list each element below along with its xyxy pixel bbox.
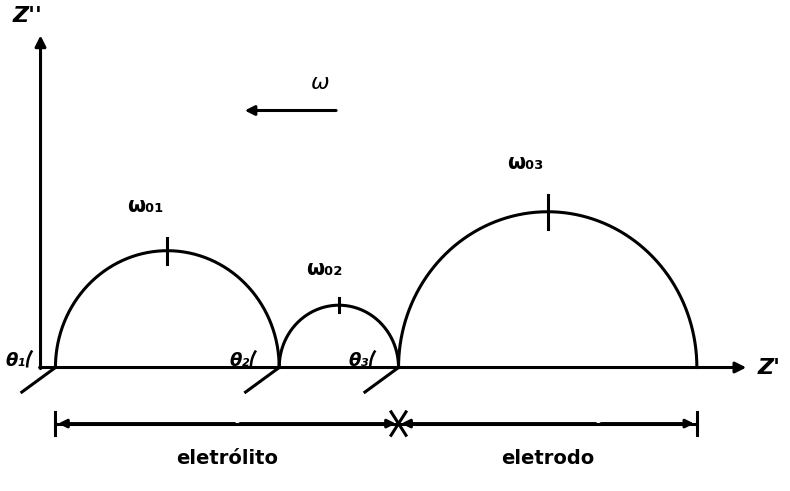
Text: θ₃: θ₃ [348, 352, 369, 370]
Text: ω₀₃: ω₀₃ [507, 153, 544, 173]
Text: θ₁: θ₁ [6, 352, 26, 370]
Text: ω₀₂: ω₀₂ [306, 259, 342, 279]
Text: $\omega$: $\omega$ [310, 73, 330, 93]
Text: eletrodo: eletrodo [501, 449, 594, 468]
Text: Z'': Z'' [12, 6, 42, 27]
Text: eletrólito: eletrólito [176, 449, 278, 468]
Text: ω₀₁: ω₀₁ [126, 196, 163, 216]
Text: θ₂: θ₂ [229, 352, 250, 370]
Text: Z': Z' [758, 357, 781, 378]
